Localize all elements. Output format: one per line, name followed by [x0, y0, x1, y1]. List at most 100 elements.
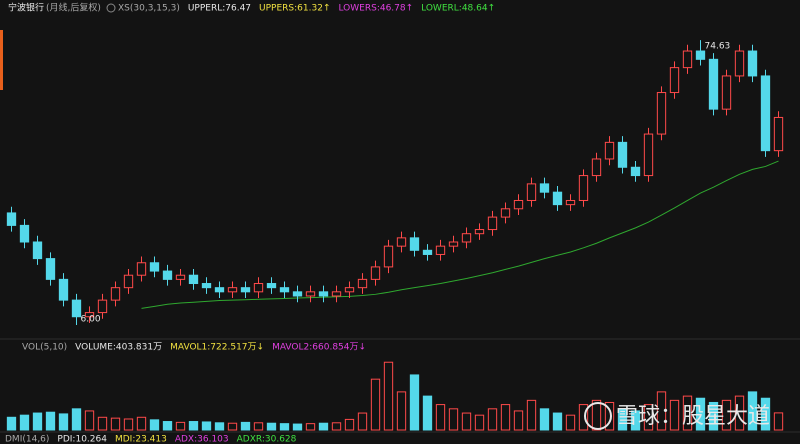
indicator-label: LOWERL:48.64↑	[421, 4, 495, 14]
volume-bar	[591, 399, 602, 431]
volume-bar	[305, 423, 316, 431]
volume-bar	[396, 391, 407, 431]
candle-body	[708, 58, 719, 110]
candle-body	[604, 141, 615, 160]
candle-body	[448, 241, 459, 247]
indicator-label: VOL(5,10)	[22, 343, 67, 353]
candle-body	[344, 287, 355, 293]
volume-bar	[682, 395, 693, 431]
candle-body	[682, 50, 693, 69]
candle-body	[227, 287, 238, 293]
volume-bar	[149, 419, 160, 431]
candle-body	[97, 299, 108, 314]
indicator-label: XS(30,3,15,3)	[118, 4, 180, 14]
volume-bar	[695, 397, 706, 431]
candle-body	[162, 270, 173, 280]
candle-body	[201, 283, 212, 289]
price-annotation: 74.63	[705, 42, 731, 52]
indicator-label: UPPERL:76.47	[188, 4, 251, 14]
candle-body	[539, 183, 550, 193]
volume-bar	[97, 416, 108, 431]
volume-bar	[162, 421, 173, 431]
volume-bar	[747, 391, 758, 431]
candle-body	[45, 258, 56, 280]
candle-body	[721, 75, 732, 110]
volume-bar	[331, 422, 342, 431]
candle-body	[474, 229, 485, 235]
candle-body	[58, 278, 69, 301]
volume-bar	[240, 421, 251, 431]
indicator-label: LOWERS:46.78↑	[338, 4, 413, 14]
volume-bar	[383, 361, 394, 431]
volume-bar	[708, 401, 719, 431]
candle-body	[617, 141, 628, 168]
volume-bar	[188, 421, 199, 431]
moving-average-line	[141, 160, 779, 309]
volume-bar	[279, 423, 290, 431]
volume-bar	[526, 399, 537, 431]
volume-bar	[370, 378, 381, 431]
volume-bar	[84, 410, 95, 431]
watermark-logo	[584, 402, 612, 430]
volume-bar	[448, 408, 459, 431]
close-icon[interactable]	[106, 3, 116, 13]
candle-body	[292, 291, 303, 297]
candle-body	[396, 237, 407, 247]
volume-bar	[227, 422, 238, 431]
volume-bar	[45, 411, 56, 431]
volume-bar	[617, 408, 628, 431]
watermark: 雪球：股星大道	[584, 402, 770, 430]
candle-body	[84, 312, 95, 318]
volume-bar	[565, 414, 576, 431]
volume-bar	[318, 422, 329, 431]
candle-body	[734, 50, 745, 77]
volume-bar	[500, 404, 511, 431]
volume-bar	[669, 399, 680, 431]
indicator-label: MAVOL2:660.854万↓	[272, 343, 366, 353]
candle-body	[461, 233, 472, 243]
indicator-label: UPPERS:61.32↑	[259, 4, 330, 14]
candle-body	[136, 262, 147, 276]
candle-body	[305, 291, 316, 297]
candle-body	[422, 249, 433, 255]
volume-bar	[552, 412, 563, 431]
volume-bar	[474, 414, 485, 431]
side-marker	[0, 30, 3, 90]
chart-subtitle: (月线,后复权)	[46, 2, 101, 14]
indicator-label: DMI(14,6)	[5, 435, 49, 444]
candle-body	[409, 237, 420, 251]
candle-body	[357, 278, 368, 289]
volume-bar	[643, 404, 654, 431]
candle-body	[526, 183, 537, 201]
candle-body	[149, 262, 160, 272]
indicator-label: MDI:23.413	[115, 435, 167, 444]
candle-body	[669, 67, 680, 94]
candle-body	[383, 245, 394, 268]
candle-body	[71, 299, 82, 318]
candle-body	[630, 166, 641, 177]
candle-body	[370, 266, 381, 280]
candle-body	[565, 199, 576, 206]
candle-body	[253, 283, 264, 293]
volume-bar	[461, 412, 472, 431]
volume-bar	[422, 395, 433, 431]
volume-bar	[214, 422, 225, 431]
volume-bar	[266, 422, 277, 431]
indicator-label: MAVOL1:722.517万↓	[170, 343, 264, 353]
volume-bar	[6, 416, 17, 431]
volume-bar	[604, 401, 615, 431]
candle-body	[487, 216, 498, 231]
volume-bar	[357, 412, 368, 431]
candle-body	[747, 50, 758, 77]
volume-bar	[201, 421, 212, 431]
candle-body	[32, 241, 43, 260]
volume-bar	[435, 404, 446, 431]
volume-bar	[175, 421, 186, 431]
candle-body	[188, 274, 199, 285]
volume-bar	[110, 417, 121, 431]
volume-bar	[58, 413, 69, 431]
candle-body	[578, 175, 589, 201]
candle-body	[643, 133, 654, 177]
